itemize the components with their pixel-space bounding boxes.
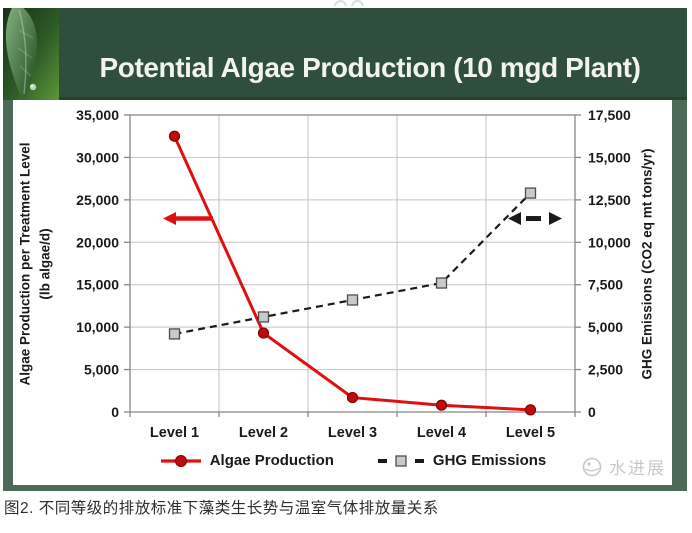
watermark: 水进展: [580, 454, 666, 479]
figure-caption: 图2. 不同等级的排放标准下藻类生长势与温室气体排放量关系: [4, 500, 439, 517]
right-axis-title-text: GHG Emissions (CO2 eq mt tons/yr): [639, 147, 654, 380]
left-tick-label: 35,000: [76, 107, 119, 123]
algae-production-point: [435, 399, 448, 411]
ghg-emissions-point: [168, 328, 181, 340]
left-tick-label: 5,000: [84, 362, 119, 378]
ghg-emissions-point: [435, 277, 448, 289]
right-tick-label: 15,000: [588, 149, 631, 165]
left-tick-label: 25,000: [76, 192, 119, 208]
legend-label-ghg: GHG Emissions: [432, 452, 547, 469]
leaf-image: [3, 8, 59, 100]
legend: Algae Production GHG Emissions: [130, 452, 575, 469]
water-logo-icon: [582, 457, 602, 476]
leaf-photo: [3, 8, 59, 100]
ghg-emissions-line: [174, 192, 532, 336]
legend-item-algae: Algae Production: [159, 452, 334, 469]
category-label: Level 2: [239, 425, 288, 441]
right-axis-title: GHG Emissions (CO2 eq mt tons/yr): [625, 115, 669, 412]
ghg-axis-arrow-head: [549, 212, 562, 226]
left-tick-label: 15,000: [76, 277, 119, 293]
plot-frame: [129, 114, 576, 413]
category-label: Level 4: [417, 425, 466, 441]
ghg-emissions-point: [257, 311, 270, 323]
legend-item-ghg: GHG Emissions: [376, 452, 546, 469]
algae-series-swatch-icon: [160, 454, 201, 467]
ghg-emissions-point: [524, 187, 537, 199]
algae-production-point: [257, 327, 270, 339]
category-label: Level 1: [150, 425, 199, 441]
category-label: Level 5: [506, 425, 555, 441]
ghg-axis-arrow-back-head: [508, 212, 521, 226]
right-tick-label: 2,500: [588, 362, 623, 378]
algae-production-point: [524, 404, 537, 416]
right-tick-label: 5,000: [588, 319, 623, 335]
ghg-emissions-point: [346, 294, 359, 306]
slide-header: Potential Algae Production (10 mgd Plant…: [3, 8, 687, 100]
left-axis-title-line1: Algae Production per Treatment Level: [17, 141, 32, 386]
clipped-text-artifact: [334, 0, 404, 6]
algae-production-point: [346, 391, 359, 404]
algae-production-point: [168, 130, 181, 142]
left-tick-label: 0: [111, 404, 119, 420]
right-tick-label: 17,500: [588, 107, 631, 123]
category-label: Level 3: [328, 425, 377, 441]
right-tick-label: 0: [588, 404, 596, 420]
left-tick-label: 30,000: [76, 149, 119, 165]
right-tick-label: 12,500: [588, 192, 631, 208]
right-tick-label: 10,000: [588, 234, 631, 250]
slide: Potential Algae Production (10 mgd Plant…: [3, 8, 687, 491]
plot-svg: 0 5,000 10,000 15,000 20,000 25,000 30,000 35,0…: [76, 107, 631, 441]
algae-axis-arrow-head: [163, 212, 176, 226]
legend-label-algae: Algae Production: [209, 452, 334, 469]
right-tick-label: 7,500: [588, 277, 623, 293]
chart-area: 0 5,000 10,000 15,000 20,000 25,000 30,000 35,0…: [13, 100, 672, 485]
left-axis-title: Algae Production per Treatment Level (lb…: [15, 115, 71, 412]
left-tick-label: 10,000: [76, 319, 119, 335]
ghg-series-swatch-icon: [377, 454, 424, 467]
slide-title: Potential Algae Production (10 mgd Plant…: [99, 52, 641, 83]
algae-production-line: [173, 135, 531, 412]
left-axis-title-line2: (lb algae/d): [37, 227, 53, 300]
left-tick-label: 20,000: [76, 234, 119, 250]
watermark-text: 水进展: [609, 459, 666, 478]
